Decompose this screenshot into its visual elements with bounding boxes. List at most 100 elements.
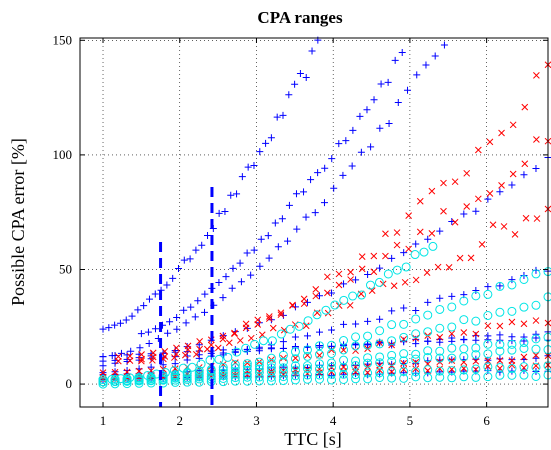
plus-point xyxy=(182,319,190,327)
plus-point xyxy=(166,318,174,326)
circle-point xyxy=(146,378,156,388)
plus-point xyxy=(315,292,323,300)
circle-point xyxy=(230,369,240,379)
circle-point xyxy=(302,370,312,380)
plus-point xyxy=(404,86,412,94)
plus-point xyxy=(340,280,348,288)
plus-point xyxy=(472,336,480,344)
plus-point xyxy=(348,162,356,170)
plus-point xyxy=(436,227,444,235)
circle-point xyxy=(327,349,337,359)
circle-point xyxy=(471,291,481,301)
circle-point xyxy=(447,322,457,332)
y-tick-label: 0 xyxy=(66,376,73,391)
circle-point xyxy=(314,341,324,351)
circle-point xyxy=(254,357,264,367)
circle-point xyxy=(223,352,233,362)
plus-point xyxy=(412,306,420,314)
plus-point xyxy=(424,337,432,345)
plus-point xyxy=(151,325,159,333)
x-point xyxy=(393,241,401,249)
plus-point xyxy=(311,209,319,217)
plus-point xyxy=(284,237,292,245)
circle-point xyxy=(232,347,242,357)
circle-point xyxy=(278,350,288,360)
x-point xyxy=(300,295,308,303)
x-point xyxy=(532,351,540,359)
circle-point xyxy=(483,339,493,349)
circle-point xyxy=(447,373,457,383)
plus-point xyxy=(201,308,209,316)
grid xyxy=(80,38,548,407)
circle-point xyxy=(459,352,469,362)
circle-point xyxy=(339,336,349,346)
plus-point xyxy=(388,254,396,262)
plus-point xyxy=(291,342,299,350)
circle-point xyxy=(218,368,228,378)
circle-point xyxy=(327,362,337,372)
circle-point xyxy=(182,374,192,384)
x-point xyxy=(511,231,519,238)
circle-point xyxy=(387,336,397,346)
x-point xyxy=(463,203,471,210)
circle-point xyxy=(339,374,349,384)
x-point xyxy=(161,348,169,355)
circle-point xyxy=(483,372,493,382)
plus-point xyxy=(356,112,364,120)
plus-point xyxy=(302,73,310,81)
plus-point xyxy=(169,274,177,282)
plus-point xyxy=(274,243,282,251)
plus-point xyxy=(236,259,244,267)
circle-point xyxy=(254,372,264,382)
x-point xyxy=(184,342,192,350)
x-point xyxy=(346,301,354,309)
x-point xyxy=(484,363,492,370)
x-point xyxy=(135,367,143,375)
x-point xyxy=(393,229,401,236)
circle-point xyxy=(182,371,192,381)
plus-point xyxy=(99,353,107,361)
circle-point xyxy=(266,363,276,373)
circle-point xyxy=(116,374,126,384)
x-point xyxy=(370,252,378,260)
circle-point xyxy=(351,374,361,384)
plus-point xyxy=(264,232,272,240)
circle-point xyxy=(531,371,541,381)
circle-point xyxy=(435,304,445,314)
x-point xyxy=(460,329,468,336)
circle-point xyxy=(266,353,276,363)
x-tick-label: 3 xyxy=(253,413,260,428)
circle-point xyxy=(411,329,421,339)
circle-point xyxy=(423,327,433,337)
x-point xyxy=(484,322,492,330)
circle-point xyxy=(214,354,224,364)
circle-point xyxy=(250,339,260,349)
circle-point xyxy=(146,376,156,386)
x-point xyxy=(300,300,308,308)
plus-point xyxy=(135,356,143,364)
x-point xyxy=(428,229,436,237)
x-point xyxy=(138,351,145,358)
x-tick-label: 5 xyxy=(407,413,414,428)
data-marks xyxy=(98,36,551,389)
plus-point xyxy=(244,163,252,171)
circle-point xyxy=(495,370,505,380)
axis-ticks: 1 2 3 4 5 6 0 50 100 150 xyxy=(53,32,548,428)
x-point xyxy=(533,136,540,143)
plus-point xyxy=(99,325,107,333)
circle-point xyxy=(387,350,397,360)
circle-point xyxy=(351,341,361,351)
plus-point xyxy=(472,287,480,295)
circle-point xyxy=(339,363,349,373)
plus-point xyxy=(201,290,209,298)
circle-point xyxy=(278,372,288,382)
circle-point xyxy=(330,300,340,310)
plus-point xyxy=(180,256,188,264)
x-point xyxy=(203,345,211,353)
plus-point xyxy=(398,49,406,57)
x-point xyxy=(126,352,134,360)
circle-point xyxy=(435,346,445,356)
circle-point xyxy=(230,363,240,373)
circle-point xyxy=(278,357,288,367)
plus-point xyxy=(250,246,258,254)
